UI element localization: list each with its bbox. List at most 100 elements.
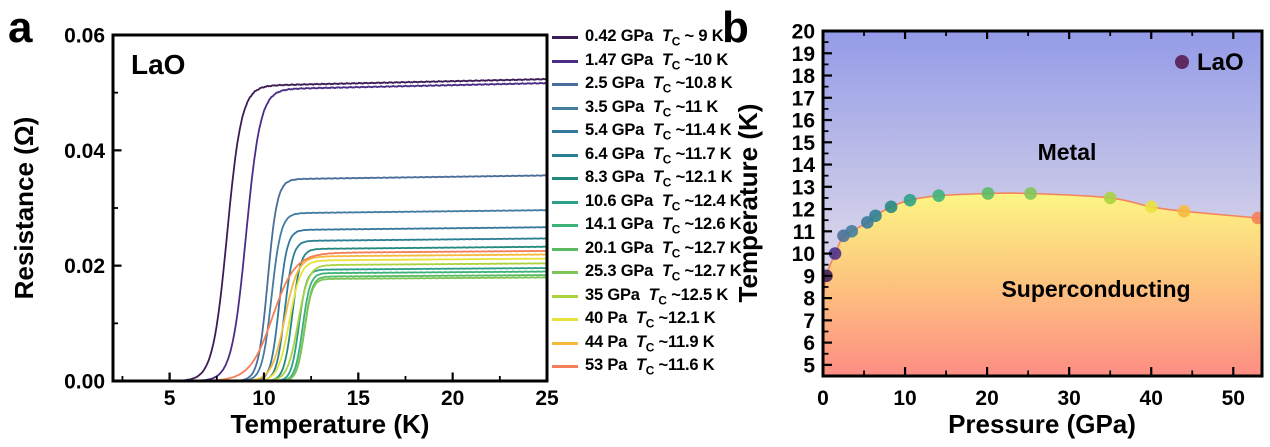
x-tick-label: 25 [535, 387, 559, 410]
legend-entry: 44 Pa TC ~11.9 K [552, 332, 741, 356]
y-tick-label: 13 [792, 176, 815, 199]
legend-entry: 53 Pa TC ~11.6 K [552, 355, 741, 379]
tc-data-point-53GPa [1251, 211, 1262, 225]
legend-entry-label: 5.4 GPa TC ~11.4 K [585, 121, 732, 143]
resistance-curve-35-GPa [112, 262, 548, 382]
panel-b-legend-label: LaO [1197, 49, 1244, 76]
legend-entry: 20.1 GPa TC ~12.7 K [552, 238, 742, 262]
superconducting-dome-fill [823, 193, 1262, 376]
panel-a-letter: a [8, 3, 33, 52]
legend-color-line [552, 177, 578, 181]
x-tick-label: 0 [817, 387, 829, 410]
resistance-curve-5.4-GPa [112, 226, 548, 382]
legend-entry-label: 2.5 GPa TC ~10.8 K [585, 74, 733, 96]
y-tick-label: 9 [803, 265, 815, 288]
y-tick-label: 5 [803, 354, 815, 377]
panel-b-yaxis-title: Temperature (K) [733, 104, 763, 303]
metal-region-label: Metal [1038, 139, 1097, 165]
panel-b-xaxis-title: Pressure (GPa) [948, 409, 1136, 439]
y-tick-label: 0.02 [64, 255, 105, 278]
legend-entry-label: 6.4 GPa TC ~11.7 K [585, 144, 732, 166]
y-tick-label: 11 [793, 221, 816, 244]
panel-a-legend: 0.42 GPa TC ~ 9 K 1.47 GPa TC ~10 K 2.5 GP… [552, 26, 742, 379]
legend-entry-label: 1.47 GPa TC ~10 K [585, 50, 729, 72]
panel-b-frame [821, 29, 1264, 378]
y-tick-label: 19 [792, 43, 815, 66]
y-tick-label: 0.06 [64, 25, 105, 48]
legend-entry-label: 14.1 GPa TC ~12.6 K [585, 215, 742, 237]
panel-a-dynamic-layer: 5 10 15 20 25 0.00 0.02 0.04 0.06 [64, 25, 559, 411]
y-tick-label: 16 [792, 110, 815, 133]
legend-entry-label: 53 Pa TC ~11.6 K [585, 356, 715, 378]
tc-data-point-44GPa [1177, 204, 1191, 218]
legend-color-line [552, 247, 578, 251]
legend-entry: 0.42 GPa TC ~ 9 K [552, 26, 741, 50]
resistance-curve-14.1-GPa [112, 270, 548, 382]
y-tick-label: 17 [792, 87, 815, 110]
y-tick-label: 6 [803, 332, 815, 355]
resistance-curve-3.5-GPa [112, 208, 548, 382]
resistance-curve-8.3-GPa [112, 245, 548, 382]
legend-entry-label: 20.1 GPa TC ~12.7 K [585, 238, 742, 260]
legend-entry: 8.3 GPa TC ~12.1 K [552, 167, 741, 191]
legend-color-line [552, 83, 578, 87]
panel-a-axes [113, 33, 549, 383]
legend-entry: 2.5 GPa TC ~10.8 K [552, 73, 741, 97]
tc-data-point-10.6GPa [903, 193, 917, 207]
y-tick-label: 12 [792, 199, 815, 222]
tc-data-point-14.1GPa [932, 189, 945, 203]
legend-color-line [552, 341, 578, 345]
legend-entry: 5.4 GPa TC ~11.4 K [552, 120, 741, 144]
x-tick-label: 10 [893, 387, 916, 410]
tc-data-point-40GPa [1144, 200, 1158, 214]
x-tick-label: 20 [441, 387, 464, 410]
legend-entry-label: 40 Pa TC ~12.1 K [585, 309, 716, 331]
x-tick-label: 30 [1057, 387, 1080, 410]
legend-color-line [552, 36, 578, 40]
legend-entry: 10.6 GPa TC ~12.4 K [552, 191, 742, 215]
panel-a-yaxis-title: Resistance (Ω) [9, 117, 39, 300]
x-tick-label: 20 [975, 387, 998, 410]
y-tick-label: 0.00 [64, 371, 105, 394]
legend-color-line [552, 153, 578, 157]
tc-data-point-25.3GPa [1024, 187, 1037, 200]
y-tick-label: 20 [792, 21, 815, 44]
legend-color-line [552, 365, 578, 369]
legend-entry: 35 GPa TC ~12.5 K [552, 285, 741, 309]
legend-entry-label: 25.3 GPa TC ~12.7 K [585, 262, 742, 284]
legend-entry: 14.1 GPa TC ~12.6 K [552, 214, 742, 238]
tc-data-point-8.3GPa [884, 200, 898, 214]
panel-b-legend-marker [1175, 55, 1189, 69]
tc-data-point-35GPa [1103, 191, 1117, 205]
legend-color-line [552, 106, 578, 110]
legend-entry-label: 10.6 GPa TC ~12.4 K [585, 191, 742, 213]
panel-b-letter: b [722, 3, 749, 52]
legend-entry: 1.47 GPa TC ~10 K [552, 50, 741, 74]
tc-data-point-1.47GPa [828, 247, 842, 260]
legend-entry-label: 0.42 GPa TC ~ 9 K [585, 27, 724, 49]
panel-a-plot: 5 10 15 20 25 0.00 0.02 0.04 0.06 a LaO Temperat… [8, 3, 559, 439]
y-tick-label: 7 [803, 310, 815, 333]
legend-color-line [552, 271, 578, 275]
y-tick-label: 0.04 [64, 140, 105, 163]
panel-a-sample-label: LaO [131, 49, 185, 80]
x-tick-label: 5 [164, 387, 176, 410]
y-tick-label: 10 [792, 243, 815, 266]
legend-entry-label: 35 GPa TC ~12.5 K [585, 285, 729, 307]
tc-data-point-6.4GPa [869, 209, 882, 223]
x-tick-label: 40 [1140, 387, 1163, 410]
resistance-curve-25.3-GPa [112, 276, 548, 382]
legend-color-line [552, 294, 578, 298]
y-tick-label: 15 [792, 132, 816, 155]
panel-a-frame [111, 33, 549, 383]
legend-entry-label: 3.5 GPa TC ~11 K [585, 97, 719, 119]
resistance-curve-10.6-GPa [112, 266, 548, 382]
y-tick-label: 8 [803, 288, 815, 311]
tc-points-group [823, 187, 1262, 283]
x-tick-label: 50 [1222, 387, 1245, 410]
legend-color-line [552, 224, 578, 228]
x-tick-label: 10 [252, 387, 275, 410]
x-tick-label: 15 [347, 387, 371, 410]
legend-entry: 3.5 GPa TC ~11 K [552, 97, 741, 121]
